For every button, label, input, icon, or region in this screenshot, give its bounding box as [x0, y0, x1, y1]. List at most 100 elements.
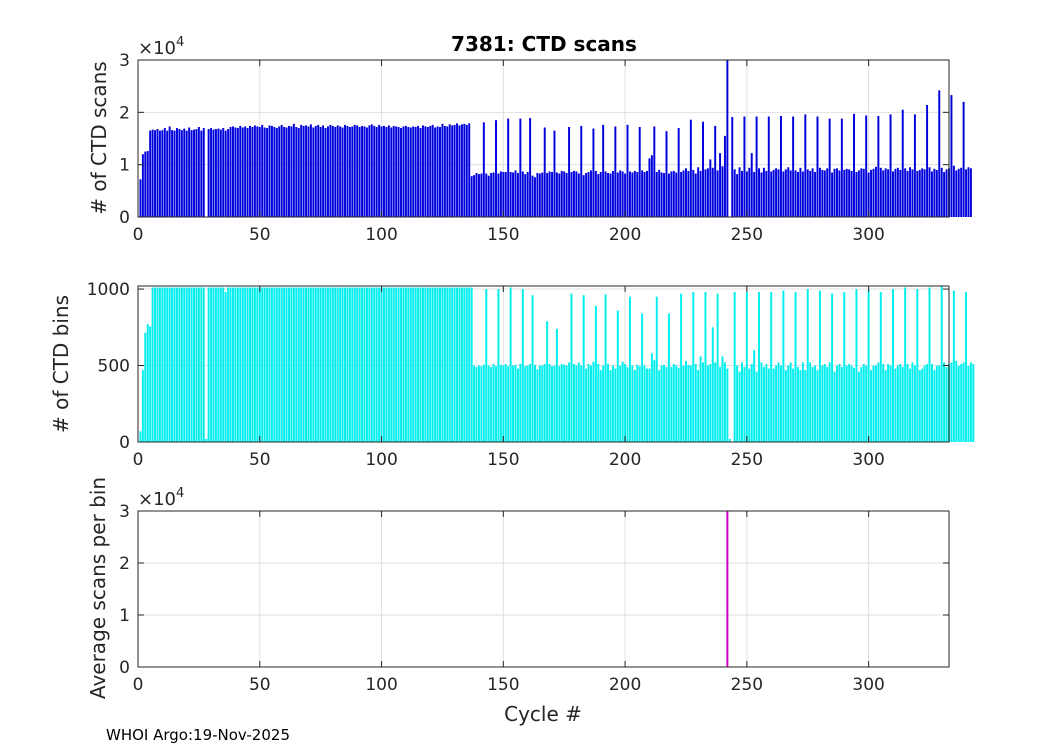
bar [733, 169, 736, 217]
bar [275, 128, 278, 217]
bar [385, 126, 388, 217]
bar [933, 168, 936, 217]
bar [928, 287, 931, 442]
bar [663, 364, 666, 442]
bar [329, 287, 332, 442]
bar [392, 287, 395, 442]
bar [266, 287, 269, 442]
bar [804, 114, 807, 217]
bar [210, 287, 213, 442]
bar [460, 124, 463, 217]
y-axis-label: Average scans per bin [86, 477, 110, 699]
bar [485, 289, 488, 442]
bar [665, 367, 668, 442]
bar [582, 175, 585, 217]
bar [930, 364, 933, 442]
bar [816, 116, 819, 217]
bar [497, 289, 500, 442]
bar [814, 171, 817, 217]
bar [234, 287, 237, 442]
bar [358, 126, 361, 217]
bar [867, 290, 870, 442]
x-tick-label: 150 [487, 450, 519, 470]
bar [772, 169, 775, 217]
bar [397, 126, 400, 217]
bar [845, 168, 848, 217]
bar [913, 365, 916, 442]
bar [224, 130, 227, 217]
bar [458, 287, 461, 442]
bar [887, 169, 890, 217]
bar [831, 293, 834, 442]
y-axis-label: # of CTD bins [49, 295, 73, 433]
bar [643, 365, 646, 442]
bar [770, 171, 773, 217]
bar [743, 367, 746, 442]
bar [616, 172, 619, 217]
bar [361, 125, 364, 217]
bar [943, 362, 946, 442]
y-axis-label: # of CTD scans [87, 61, 111, 214]
bar [952, 290, 955, 442]
bar [899, 364, 902, 442]
bar [193, 129, 195, 217]
bar [302, 125, 305, 217]
bar [156, 129, 159, 217]
bar [246, 287, 249, 442]
bar [821, 169, 824, 217]
bar [565, 365, 568, 442]
panel-ctd-bins: # of CTD bins 0 50 100 150 200 250 300 0 500 1000 [49, 280, 975, 470]
bar [872, 365, 875, 442]
bar [704, 292, 707, 442]
bar [156, 287, 159, 442]
bar [288, 125, 290, 217]
bar [955, 170, 958, 217]
bar [585, 368, 588, 442]
bar [529, 364, 532, 442]
bar [741, 362, 743, 442]
x-tick-label: 250 [731, 225, 763, 245]
bar [694, 173, 697, 217]
bar [297, 128, 300, 217]
bar [219, 287, 222, 442]
bar [183, 128, 186, 217]
bar [879, 167, 882, 217]
bar [611, 365, 614, 442]
bar [229, 287, 232, 442]
bar [753, 350, 756, 442]
bar [670, 171, 673, 217]
bar [441, 123, 444, 217]
bar [799, 370, 802, 442]
bar [597, 174, 600, 217]
bar [711, 167, 714, 217]
bar [139, 179, 142, 217]
bar [424, 126, 427, 217]
bar [341, 127, 344, 217]
bar [202, 287, 205, 442]
bar [911, 362, 914, 442]
bar [295, 287, 298, 442]
bar [451, 287, 454, 442]
bar [492, 364, 495, 442]
bar [234, 127, 237, 217]
bar [263, 287, 266, 442]
bar [692, 292, 695, 442]
bar [750, 364, 753, 442]
bar [962, 362, 965, 442]
chart-title: 7381: CTD scans [451, 32, 637, 56]
bar [534, 177, 536, 217]
bar [171, 287, 174, 442]
bar [412, 126, 415, 217]
axes-box [137, 285, 950, 443]
bar [373, 125, 376, 217]
bar [214, 287, 217, 442]
bar [626, 367, 629, 442]
bar [577, 173, 580, 217]
x-tick-label: 50 [249, 675, 271, 695]
bar [675, 365, 678, 442]
bar [158, 287, 161, 442]
bar [884, 168, 887, 217]
bar [838, 364, 841, 442]
bar [814, 365, 817, 442]
bar [385, 287, 388, 442]
